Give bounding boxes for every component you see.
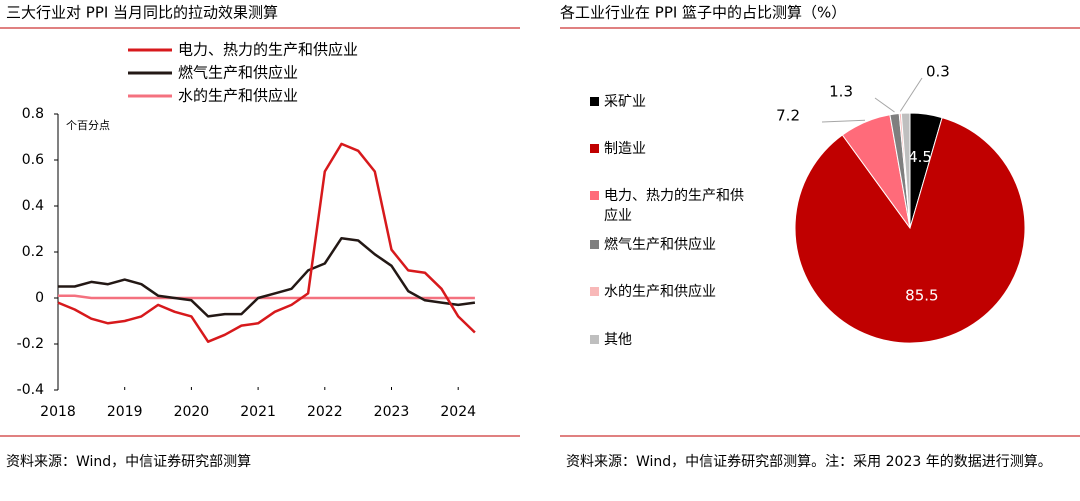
x-tick-label: 2024: [440, 404, 476, 420]
legend-item: 制造业: [590, 139, 744, 159]
x-tick-label: 2020: [174, 404, 210, 420]
source-note: 资料来源：Wind，中信证券研究部测算: [6, 454, 252, 470]
legend-swatch: [590, 287, 599, 296]
pie-slice: [900, 112, 911, 229]
pie-slice: [794, 116, 1026, 344]
legend-label: 燃气生产和供应业: [178, 64, 298, 82]
line-series: [58, 294, 475, 300]
legend-label: 水的生产和供应业: [178, 87, 298, 105]
data-label: 1.3: [829, 83, 853, 101]
legend-label: 制造业: [604, 141, 646, 157]
y-tick-label: 0.8: [22, 106, 44, 122]
y-tick-label: 0.6: [22, 152, 44, 168]
chart-title: 三大行业对 PPI 当月同比的拉动效果测算: [6, 4, 278, 22]
legend-item: 燃气生产和供应业: [590, 235, 744, 255]
data-label: 4.5: [908, 148, 932, 166]
legend-label: 其他: [604, 332, 632, 348]
legend-item: 采矿业: [590, 92, 744, 112]
y-tick-label: 0: [35, 290, 44, 306]
line-series: [58, 236, 476, 318]
data-label: 85.5: [905, 286, 938, 304]
x-tick-label: 2021: [240, 404, 276, 420]
x-tick-label: 2018: [40, 404, 76, 420]
axis-note: 个百分点: [66, 119, 110, 132]
y-tick-label: 0.2: [22, 244, 44, 260]
line-series: [57, 142, 476, 343]
legend-label: 电力、热力的生产和供应业: [604, 188, 744, 224]
legend-item: 水的生产和供应业: [590, 282, 744, 302]
leader-line: [899, 77, 923, 112]
y-tick-label: -0.2: [17, 336, 44, 352]
legend-label: 采矿业: [604, 94, 646, 110]
legend-swatch: [590, 144, 599, 153]
legend-label: 燃气生产和供应业: [604, 237, 716, 253]
chart-title: 各工业行业在 PPI 篮子中的占比测算（%）: [560, 4, 846, 22]
legend-label: 水的生产和供应业: [604, 284, 716, 300]
legend-swatch: [590, 240, 599, 249]
data-label: 7.2: [776, 107, 800, 125]
source-note: 资料来源：Wind，中信证券研究部测算。注：采用 2023 年的数据进行测算。: [566, 454, 1052, 470]
legend-swatch: [590, 335, 599, 344]
x-tick-label: 2022: [307, 404, 343, 420]
legend-swatch: [590, 97, 599, 106]
leader-line: [874, 97, 895, 113]
legend-item: 其他: [590, 330, 744, 350]
leader-line: [821, 119, 866, 123]
y-tick-label: -0.4: [17, 382, 44, 398]
legend-swatch: [590, 191, 599, 200]
x-tick-label: 2023: [374, 404, 410, 420]
data-label: 0.3: [926, 63, 950, 81]
x-tick-label: 2019: [107, 404, 143, 420]
legend-label: 电力、热力的生产和供应业: [178, 41, 358, 59]
legend-item: 电力、热力的生产和供应业: [590, 186, 744, 226]
y-tick-label: 0.4: [22, 198, 44, 214]
